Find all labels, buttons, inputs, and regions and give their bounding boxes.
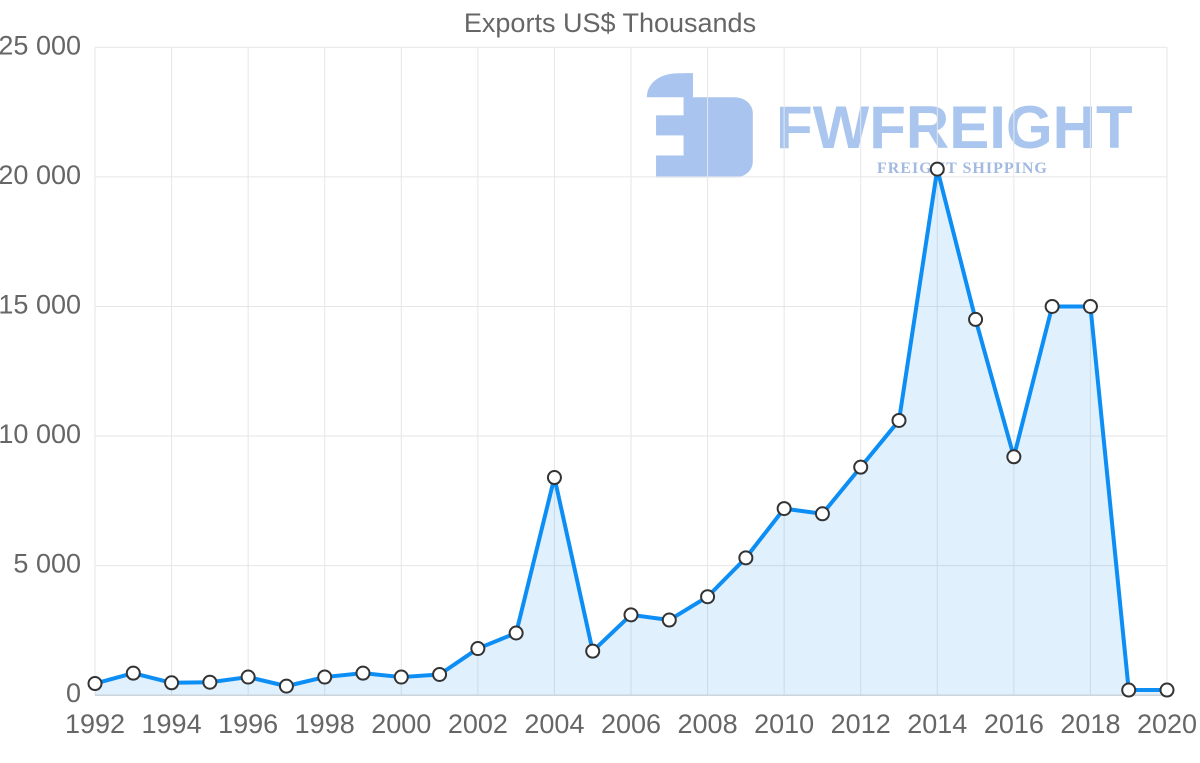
svg-text:5 000: 5 000 <box>13 549 81 579</box>
svg-text:1996: 1996 <box>218 709 278 739</box>
svg-text:FREIGHT SHIPPING: FREIGHT SHIPPING <box>877 160 1048 177</box>
svg-text:2018: 2018 <box>1060 709 1120 739</box>
svg-text:1998: 1998 <box>295 709 355 739</box>
svg-text:2006: 2006 <box>601 709 661 739</box>
svg-text:1992: 1992 <box>65 709 125 739</box>
svg-text:2020: 2020 <box>1137 709 1197 739</box>
svg-text:1994: 1994 <box>142 709 202 739</box>
svg-text:2010: 2010 <box>754 709 814 739</box>
svg-text:15 000: 15 000 <box>0 289 81 319</box>
svg-text:0: 0 <box>66 678 81 708</box>
svg-text:10 000: 10 000 <box>0 419 81 449</box>
svg-text:2014: 2014 <box>907 709 967 739</box>
svg-text:2012: 2012 <box>831 709 891 739</box>
svg-text:2016: 2016 <box>984 709 1044 739</box>
svg-text:2002: 2002 <box>448 709 508 739</box>
svg-text:FWFREIGHT: FWFREIGHT <box>776 94 1133 161</box>
svg-text:2008: 2008 <box>678 709 738 739</box>
svg-text:2004: 2004 <box>524 709 584 739</box>
svg-text:2000: 2000 <box>371 709 431 739</box>
svg-text:20 000: 20 000 <box>0 160 81 190</box>
